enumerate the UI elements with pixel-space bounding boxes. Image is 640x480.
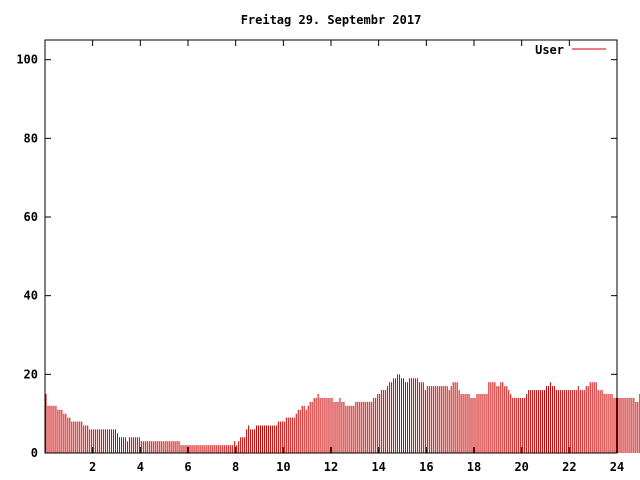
y-tick-label: 60 xyxy=(24,210,38,224)
x-tick-label: 16 xyxy=(419,460,433,474)
bars-group xyxy=(45,374,640,453)
axes-group xyxy=(44,39,618,454)
y-tick-label: 20 xyxy=(24,367,38,381)
y-tick-label: 80 xyxy=(24,131,38,145)
y-tick-label: 40 xyxy=(24,289,38,303)
y-tick-label: 0 xyxy=(31,446,38,460)
legend: User xyxy=(535,43,606,57)
x-tick-label: 20 xyxy=(514,460,528,474)
x-tick-label: 10 xyxy=(276,460,290,474)
legend-label: User xyxy=(535,43,564,57)
x-tick-label: 24 xyxy=(610,460,624,474)
x-tick-label: 22 xyxy=(562,460,576,474)
x-tick-label: 18 xyxy=(467,460,481,474)
y-tick-label: 100 xyxy=(16,53,38,67)
x-tick-label: 6 xyxy=(184,460,191,474)
chart-title: Freitag 29. Septembr 2017 xyxy=(241,13,422,27)
x-tick-label: 12 xyxy=(324,460,338,474)
plot-frame xyxy=(44,39,618,454)
x-tick-label: 2 xyxy=(89,460,96,474)
x-tick-label: 8 xyxy=(232,460,239,474)
x-tick-label: 14 xyxy=(371,460,385,474)
x-tick-label: 4 xyxy=(137,460,144,474)
